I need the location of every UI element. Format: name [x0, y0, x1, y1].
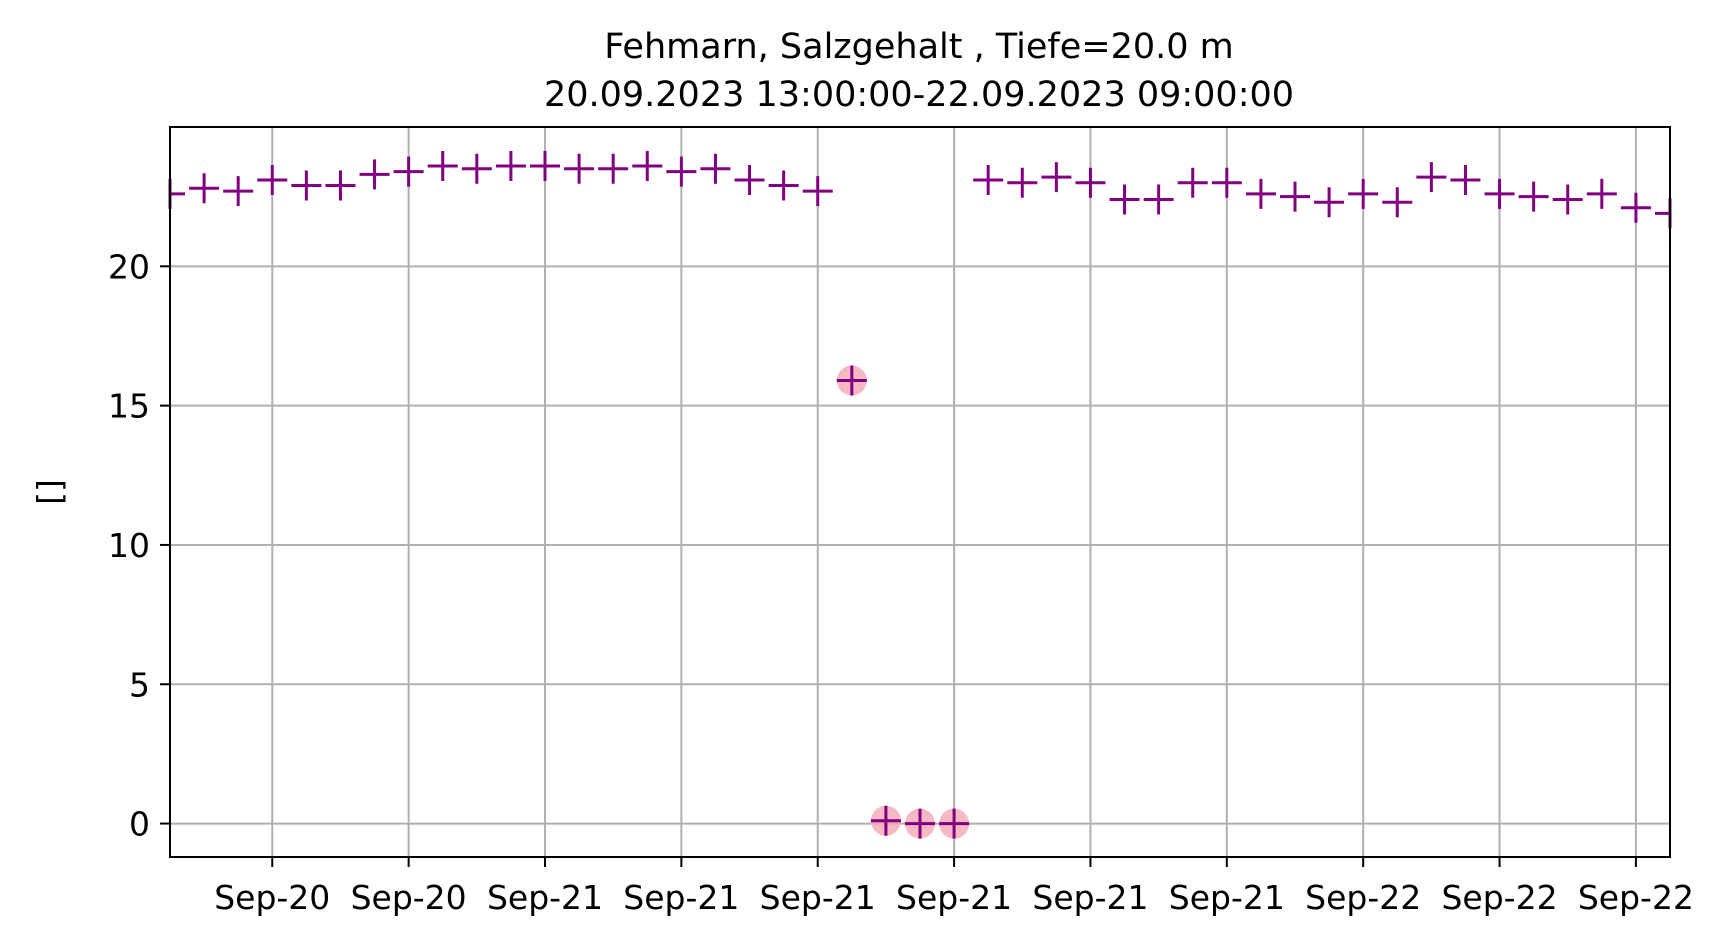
- y-tick-label: 0: [129, 805, 150, 844]
- y-axis: 0 5 10 15 20: [108, 247, 170, 844]
- y-axis-label: []: [30, 479, 69, 505]
- x-tick-label: Sep-21: [760, 878, 876, 917]
- data-point: [1552, 184, 1583, 215]
- y-tick-label: 5: [129, 665, 150, 704]
- chart-title-line-2: 20.09.2023 13:00:00-22.09.2023 09:00:00: [544, 75, 1294, 115]
- data-point: [905, 808, 935, 839]
- data-point: [598, 153, 629, 184]
- x-tick-label: Sep-22: [1441, 878, 1557, 917]
- data-point: [1586, 178, 1617, 209]
- plot-frame: [169, 126, 1671, 858]
- data-point: [291, 170, 322, 201]
- data-point: [189, 173, 220, 204]
- data-point: [836, 365, 867, 396]
- data-point: [223, 176, 254, 207]
- x-tick-label: Sep-21: [623, 878, 739, 917]
- data-point: [1484, 178, 1515, 209]
- data-point: [461, 153, 492, 184]
- data-point: [1314, 187, 1345, 218]
- data-point: [1620, 192, 1651, 223]
- data-point: [1348, 178, 1379, 209]
- data-point: [1143, 184, 1174, 215]
- data-point: [939, 808, 970, 839]
- y-tick-label: 15: [108, 387, 150, 426]
- data-point: [1416, 162, 1447, 193]
- data-point: [870, 805, 901, 836]
- data-point: [1211, 167, 1242, 198]
- x-tick-label: Sep-21: [1032, 878, 1148, 917]
- chart-title-line-1: Fehmarn, Salzgehalt , Tiefe=20.0 m: [604, 27, 1234, 67]
- y-tick-label: 20: [108, 247, 150, 286]
- x-tick-label: Sep-22: [1305, 878, 1421, 917]
- data-point: [700, 153, 731, 184]
- data-point: [359, 159, 390, 190]
- data-point: [802, 176, 833, 207]
- data-point: [168, 178, 185, 209]
- data-point: [1518, 181, 1549, 212]
- data-point: [1655, 198, 1672, 229]
- x-tick-label: Sep-21: [1169, 878, 1285, 917]
- data-point: [1041, 162, 1072, 193]
- x-tick-label: Sep-21: [487, 878, 603, 917]
- grid-lines: [170, 127, 1670, 857]
- data-point: [1075, 167, 1106, 198]
- data-point: [973, 164, 1004, 195]
- data-point: [1007, 167, 1038, 198]
- data-point: [325, 170, 356, 201]
- data-point: [768, 170, 799, 201]
- data-point: [530, 151, 560, 182]
- data-point: [1450, 164, 1481, 195]
- data-markers: [168, 151, 1672, 839]
- data-point: [393, 156, 424, 187]
- x-tick-label: Sep-20: [214, 878, 330, 917]
- flagged-points: [836, 365, 970, 839]
- x-tick-label: Sep-22: [1578, 878, 1694, 917]
- data-point: [1109, 184, 1140, 215]
- data-point: [734, 164, 765, 195]
- data-point: [1177, 167, 1208, 198]
- x-tick-label: Sep-21: [896, 878, 1012, 917]
- x-axis: Sep-20 Sep-20 Sep-21 Sep-21 Sep-21 Sep-21 Sep-…: [214, 857, 1694, 917]
- data-point: [1245, 178, 1276, 209]
- data-point: [427, 151, 458, 182]
- data-point: [632, 151, 663, 182]
- data-point: [1382, 187, 1413, 218]
- x-tick-label: Sep-20: [351, 878, 467, 917]
- data-point: [257, 164, 288, 195]
- data-point: [666, 156, 697, 187]
- data-point: [564, 153, 595, 184]
- data-point: [1280, 181, 1310, 212]
- data-point: [495, 151, 526, 182]
- y-tick-label: 10: [108, 526, 150, 565]
